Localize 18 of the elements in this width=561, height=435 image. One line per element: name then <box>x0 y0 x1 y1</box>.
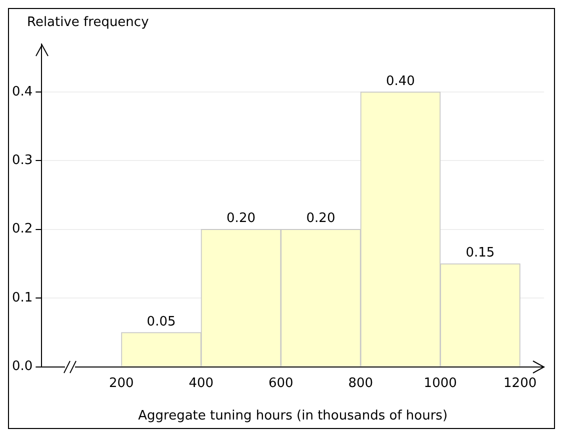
y-tick-label: 0.0 <box>12 359 33 374</box>
data-label: 0.20 <box>306 211 336 226</box>
data-label: 0.20 <box>226 211 256 226</box>
y-tick-label: 0.2 <box>12 222 33 237</box>
y-axis-title: Relative frequency <box>27 15 149 30</box>
y-tick-label: 0.1 <box>12 290 33 306</box>
x-tick-label: 1200 <box>504 376 537 391</box>
x-tick-label: 1000 <box>424 376 457 391</box>
data-label: 0.40 <box>386 74 415 89</box>
y-tick-label: 0.3 <box>12 153 33 168</box>
y-tick-label: 0.4 <box>12 84 33 100</box>
x-tick-label: 800 <box>348 376 374 391</box>
data-label: 0.15 <box>466 246 495 261</box>
data-label: 0.05 <box>146 314 176 330</box>
x-tick-label: 200 <box>108 376 134 391</box>
x-axis-title: Aggregate tuning hours (in thousands of hours) <box>138 408 448 424</box>
x-tick-label: 600 <box>268 376 294 391</box>
x-tick-label: 400 <box>188 376 214 391</box>
